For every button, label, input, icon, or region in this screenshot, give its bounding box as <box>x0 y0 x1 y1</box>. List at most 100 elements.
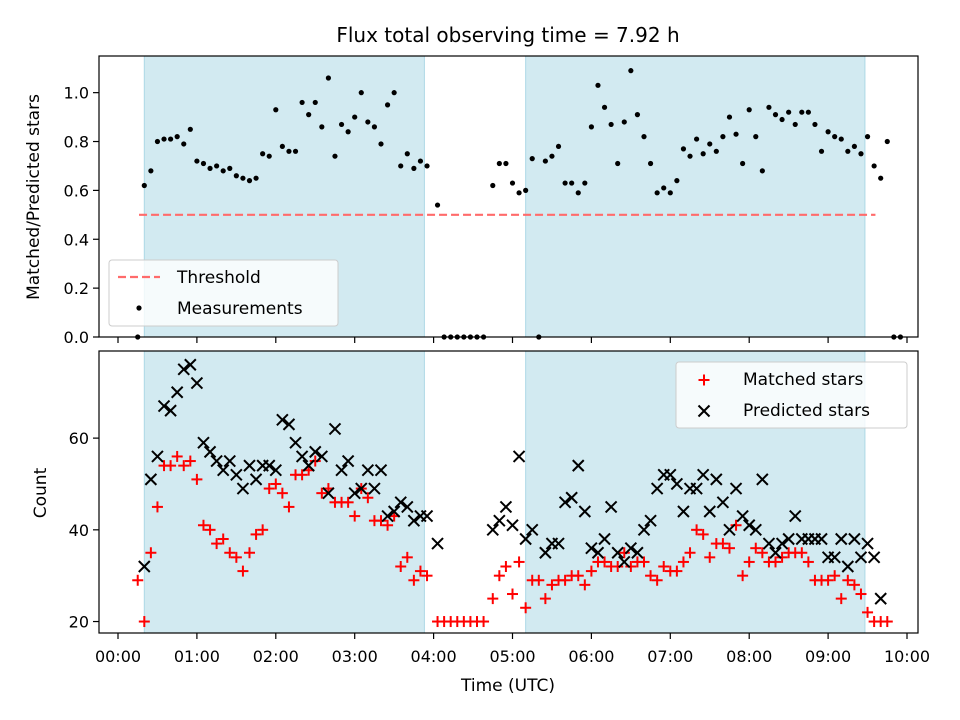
measurement-point <box>851 143 858 150</box>
predicted-star-point <box>848 532 861 546</box>
predicted-star-point <box>223 454 236 468</box>
measurement-point <box>687 153 693 159</box>
matched-star-point <box>217 533 229 545</box>
matched-star-point <box>132 574 144 586</box>
predicted-star-point <box>355 482 368 495</box>
matched-star-point <box>658 561 670 573</box>
predicted-star-point <box>368 482 381 495</box>
predicted-star-point <box>230 468 243 482</box>
measurement-point <box>299 99 305 106</box>
measurement-point <box>220 168 226 174</box>
x-tick-label: 00:00 <box>95 647 141 666</box>
predicted-star-point <box>565 491 578 504</box>
predicted-star-point <box>716 496 730 509</box>
matched-star-point <box>848 579 860 591</box>
legend-predicted-swatch <box>697 404 711 418</box>
predicted-star-point <box>650 482 664 495</box>
predicted-star-point <box>572 459 585 472</box>
star-count-panel: 20 40 60 00:00 01:00 02:00 03:00 04:00 05:00 06:… <box>31 350 930 696</box>
matched-star-point <box>539 593 551 605</box>
predicted-star-point <box>203 445 217 459</box>
predicted-star-point <box>157 399 171 413</box>
measurement-point <box>260 151 266 157</box>
measurement-point <box>825 129 831 135</box>
measurement-point <box>792 121 798 128</box>
predicted-star-point <box>315 450 329 463</box>
predicted-star-point <box>295 450 309 463</box>
matched-star-point <box>296 469 308 481</box>
matched-star-point <box>244 547 255 559</box>
measurement-point <box>279 143 285 150</box>
measurement-point <box>240 175 246 181</box>
matched-star-point <box>197 519 209 531</box>
measurement-point <box>647 160 654 167</box>
measurement-point <box>292 148 299 154</box>
matched-star-point <box>184 455 196 467</box>
measurement-point <box>555 143 562 150</box>
x-tick-label: 10:00 <box>884 647 930 666</box>
measurement-point <box>434 202 441 208</box>
matched-star-point <box>671 565 683 577</box>
measurement-point <box>726 114 733 120</box>
matched-star-point <box>178 460 190 472</box>
matched-star-point <box>309 455 321 467</box>
predicted-star-point <box>789 509 802 523</box>
predicted-star-point <box>328 422 342 436</box>
bottom-legend: Matched stars Predicted stars <box>675 361 908 429</box>
x-axis-label: Time (UTC) <box>460 676 555 696</box>
matched-star-point <box>796 547 808 559</box>
predicted-star-point <box>243 459 256 472</box>
measurement-point <box>345 129 351 135</box>
top-x-axis-ticks <box>117 337 908 343</box>
predicted-star-point <box>177 363 190 376</box>
measurement-point <box>207 165 213 171</box>
matched-star-point <box>776 551 788 563</box>
matched-star-point <box>862 606 874 618</box>
predicted-star-point <box>348 486 361 500</box>
measurement-point <box>621 119 627 125</box>
matched-star-point <box>211 538 223 550</box>
predicted-star-point <box>216 464 230 477</box>
measurement-point <box>628 68 634 74</box>
predicted-star-point <box>611 546 624 559</box>
matched-star-point <box>572 570 584 582</box>
predicted-star-point <box>144 473 158 486</box>
predicted-star-point <box>677 505 690 518</box>
predicted-star-point <box>578 505 592 518</box>
ratio-plot-area <box>135 68 904 340</box>
predicted-star-point <box>696 468 710 482</box>
matched-star-point <box>237 565 249 577</box>
matched-star-point <box>717 538 729 550</box>
measurement-point <box>779 116 785 123</box>
legend-measurements-label: Measurements <box>177 299 303 319</box>
predicted-star-point <box>670 477 684 491</box>
measurement-point <box>654 190 660 196</box>
x-tick-label: 04:00 <box>411 647 457 666</box>
predicted-star-point <box>828 551 841 564</box>
bottom-y-tick-label: 20 <box>69 613 89 632</box>
count-plot-area <box>132 358 893 628</box>
matched-star-point <box>395 561 407 573</box>
measurement-point <box>858 151 864 157</box>
legend-cross-marker <box>697 404 711 418</box>
predicted-star-point <box>756 473 769 486</box>
x-tick-label: 08:00 <box>726 647 772 666</box>
measurement-point <box>404 151 410 157</box>
measurement-point <box>181 141 187 147</box>
predicted-star-point <box>335 464 348 477</box>
top-legend: Threshold Measurements <box>108 259 339 327</box>
measurement-point <box>641 134 647 140</box>
matched-star-point <box>559 574 571 586</box>
measurement-point <box>753 134 759 140</box>
measurement-point <box>812 121 818 128</box>
measurement-point <box>391 90 397 96</box>
measurement-point <box>766 104 772 110</box>
predicted-star-point <box>631 546 644 559</box>
x-tick-label: 07:00 <box>647 647 693 666</box>
measurement-point <box>864 134 871 140</box>
predicted-star-point <box>263 459 276 472</box>
measurement-point <box>740 160 746 167</box>
flux-ratio-panel: Flux total observing time = 7.92 h 0.00.… <box>24 23 919 347</box>
matched-star-point <box>316 487 328 499</box>
matched-star-point <box>750 542 762 554</box>
